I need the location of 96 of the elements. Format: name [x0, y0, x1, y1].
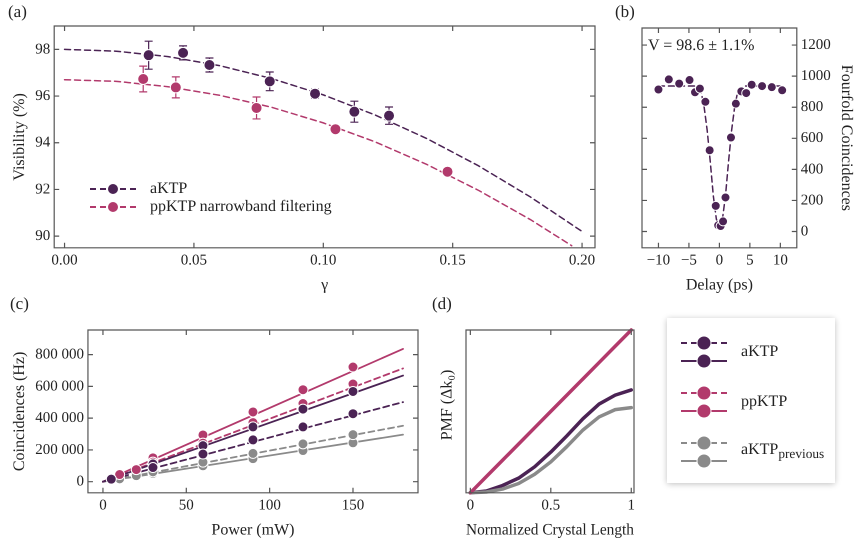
y-axis-title: Coincidences (Hz) — [10, 352, 28, 472]
point — [147, 462, 158, 474]
point — [674, 78, 684, 89]
point — [766, 82, 777, 92]
x-axis-title: Delay (ps) — [686, 276, 753, 294]
x-tick-label: 10 — [772, 252, 788, 269]
y-tick-label: 98 — [35, 41, 50, 58]
x-tick-label: 5 — [746, 252, 754, 269]
point — [347, 408, 358, 420]
point — [250, 102, 263, 114]
point — [726, 132, 736, 143]
y-tick-label: 92 — [35, 181, 50, 198]
y2-axis-title: Fourfold Coincidences — [838, 64, 856, 211]
point — [247, 421, 258, 432]
x-tick-label: 0.15 — [440, 252, 466, 269]
point — [197, 448, 208, 460]
x-tick-label: 0 — [99, 498, 107, 514]
point — [347, 362, 358, 373]
y2-tick-label: 1200 — [800, 37, 831, 54]
y-tick-label: 200 000 — [35, 442, 84, 458]
point — [106, 474, 117, 485]
x-tick-label: 150 — [342, 498, 364, 514]
chart-title: (d) — [432, 294, 452, 314]
chart-title: (b) — [615, 2, 635, 22]
y-tick-label: 96 — [35, 88, 51, 104]
y-tick-label: 0 — [76, 474, 84, 490]
point — [347, 429, 358, 440]
x-tick-label: 50 — [178, 498, 194, 514]
point — [130, 464, 142, 476]
x-tick-label: 0.10 — [310, 252, 336, 269]
x-axis-title: γ — [320, 276, 328, 294]
y-tick-label: 94 — [35, 134, 51, 151]
legend-label: aKTP — [741, 343, 778, 361]
y-tick-label: 800 000 — [35, 346, 84, 363]
y2-tick-label: 1000 — [800, 68, 831, 84]
point — [718, 216, 728, 226]
point — [664, 74, 674, 84]
chart-title: (c) — [10, 294, 29, 314]
point — [684, 75, 695, 86]
point — [297, 421, 308, 432]
y2-tick-label: 800 — [800, 99, 824, 116]
x-tick-label: 0.00 — [51, 252, 78, 269]
point — [348, 106, 360, 118]
point — [746, 80, 757, 90]
point — [383, 110, 396, 122]
point — [114, 469, 126, 480]
annotation: V = 98.6 ± 1.1% — [648, 37, 754, 54]
x-tick-label: 0 — [466, 498, 474, 514]
y-tick-label: 90 — [35, 228, 50, 244]
legend-label: aKTP$_{previous}$ — [741, 441, 824, 463]
y-tick-label: 600 000 — [35, 378, 84, 394]
point — [741, 88, 752, 98]
legend-label: aKTP — [150, 180, 188, 198]
point — [247, 434, 258, 446]
chart-title: (a) — [8, 2, 27, 22]
point — [142, 49, 155, 62]
y2-tick-label: 0 — [800, 223, 808, 240]
y2-tick-label: 400 — [800, 161, 824, 178]
line-series — [64, 48, 583, 232]
point — [730, 98, 741, 109]
point — [347, 386, 358, 397]
point — [264, 75, 276, 88]
point — [700, 96, 710, 107]
point — [777, 85, 788, 96]
x-axis-title: Normalized Crystal Length — [466, 521, 634, 539]
point — [704, 145, 715, 156]
x-tick-label: −10 — [646, 252, 670, 269]
y-axis-title: PMF (Δk₀) — [438, 370, 456, 440]
x-tick-label: 100 — [258, 498, 281, 514]
point — [247, 406, 258, 418]
x-tick-label: 0.05 — [180, 252, 208, 269]
x-tick-label: 0 — [716, 252, 724, 269]
legend-label: ppKTP narrowband filtering — [150, 198, 332, 216]
x-tick-label: 0.5 — [541, 498, 560, 514]
x-tick-label: −5 — [680, 252, 697, 269]
x-tick-label: 0.20 — [568, 252, 596, 269]
y-tick-label: 400 000 — [35, 410, 84, 426]
y-axis-title: Visibility (%) — [10, 93, 28, 181]
point — [757, 81, 768, 92]
x-axis-title: Power (mW) — [211, 522, 295, 539]
point — [297, 384, 308, 396]
point — [247, 448, 258, 459]
point — [297, 404, 308, 415]
point — [170, 81, 182, 94]
x-tick-label: 1 — [628, 498, 636, 514]
point — [329, 123, 342, 136]
point — [137, 73, 150, 85]
y2-tick-label: 200 — [800, 192, 824, 208]
y2-tick-label: 600 — [800, 130, 824, 146]
point — [442, 166, 454, 178]
point — [653, 84, 664, 95]
point — [710, 200, 721, 211]
point — [694, 84, 705, 94]
point — [297, 438, 308, 450]
legend-label: ppKTP — [741, 393, 788, 411]
point — [720, 192, 730, 202]
